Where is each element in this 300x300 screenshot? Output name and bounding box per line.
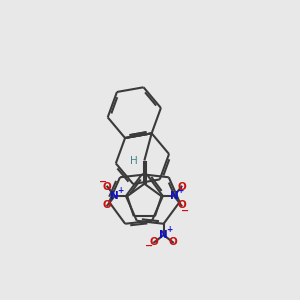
Text: O: O bbox=[150, 237, 158, 248]
Text: N: N bbox=[110, 191, 119, 201]
Text: −: − bbox=[99, 177, 107, 187]
Text: O: O bbox=[177, 200, 186, 211]
Text: −: − bbox=[181, 206, 189, 215]
Text: −: − bbox=[145, 241, 153, 251]
Text: O: O bbox=[177, 182, 186, 192]
Text: +: + bbox=[117, 186, 124, 195]
Text: +: + bbox=[177, 186, 183, 195]
Text: +: + bbox=[166, 225, 172, 234]
Text: N: N bbox=[159, 230, 168, 240]
Text: O: O bbox=[169, 237, 177, 248]
Text: N: N bbox=[170, 191, 178, 201]
Text: H: H bbox=[130, 155, 138, 166]
Text: O: O bbox=[103, 200, 112, 211]
Text: O: O bbox=[103, 182, 112, 192]
